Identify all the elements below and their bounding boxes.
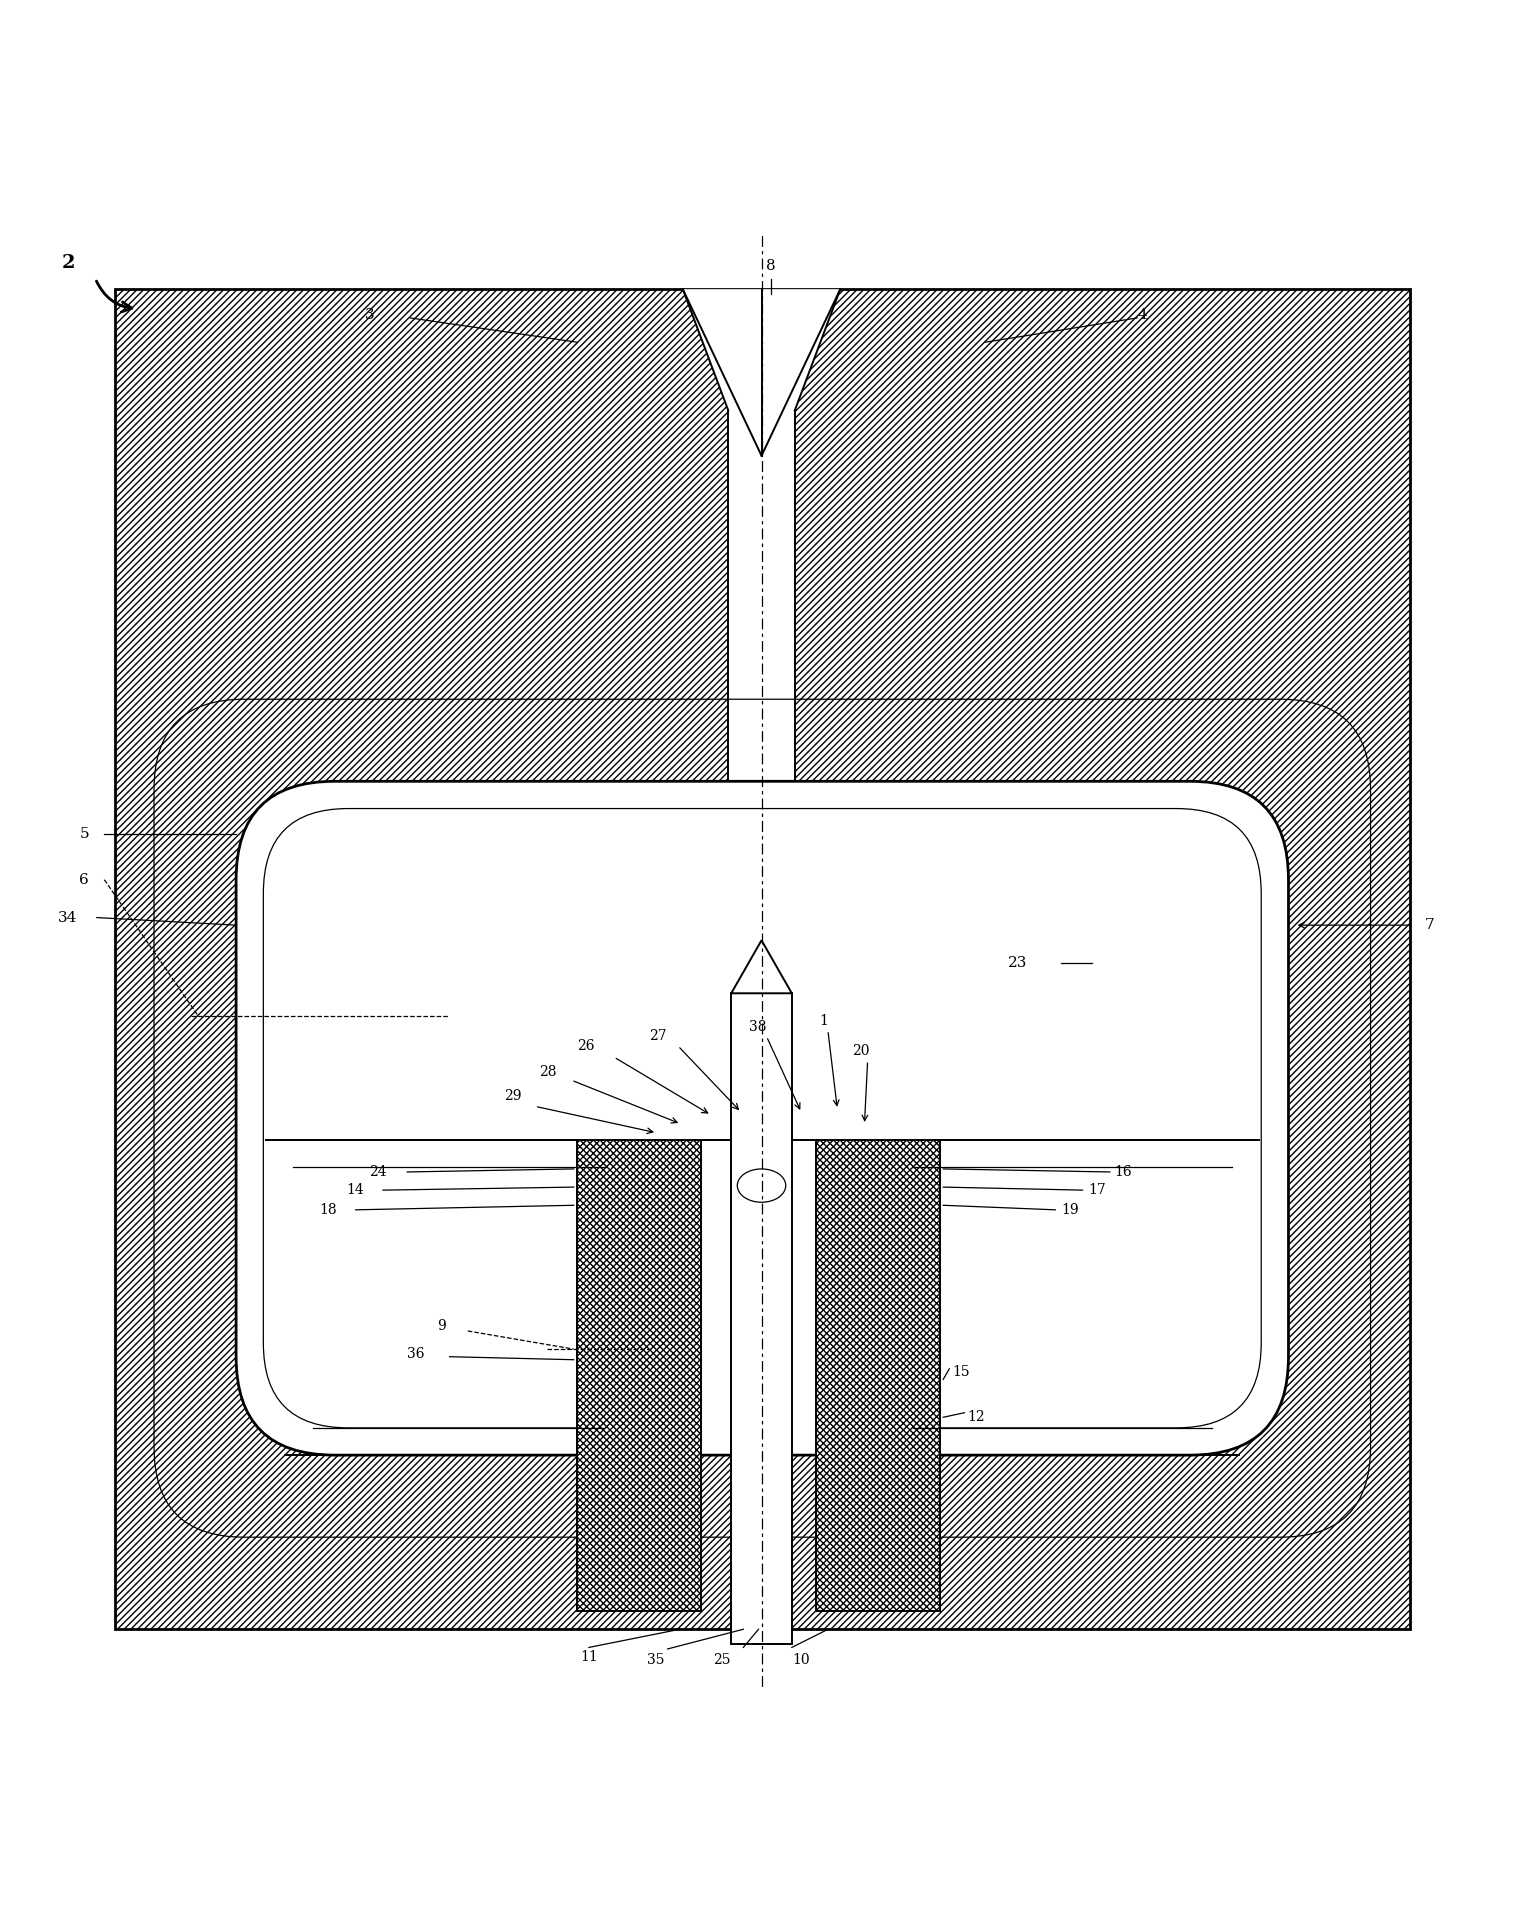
Text: 19: 19 bbox=[1062, 1204, 1079, 1217]
Bar bbox=[576, 1140, 701, 1610]
FancyBboxPatch shape bbox=[237, 782, 1288, 1456]
Text: 23: 23 bbox=[1009, 955, 1027, 971]
Text: 35: 35 bbox=[646, 1653, 664, 1666]
Bar bbox=[115, 289, 1409, 1629]
Text: 16: 16 bbox=[1115, 1165, 1132, 1179]
Polygon shape bbox=[762, 289, 840, 456]
Text: 29: 29 bbox=[504, 1090, 522, 1104]
Text: 9: 9 bbox=[437, 1319, 446, 1333]
Text: 14: 14 bbox=[346, 1183, 364, 1198]
Text: 17: 17 bbox=[1089, 1183, 1106, 1198]
Polygon shape bbox=[683, 289, 762, 456]
Text: 25: 25 bbox=[713, 1653, 731, 1666]
Text: 3: 3 bbox=[364, 308, 375, 322]
Text: 7: 7 bbox=[1424, 919, 1435, 932]
Polygon shape bbox=[731, 940, 792, 994]
Text: 1: 1 bbox=[819, 1013, 828, 1028]
Text: 4: 4 bbox=[1138, 308, 1147, 322]
Text: 20: 20 bbox=[853, 1044, 869, 1057]
Text: 24: 24 bbox=[369, 1165, 387, 1179]
Text: 6: 6 bbox=[79, 872, 90, 886]
Text: 34: 34 bbox=[58, 911, 77, 924]
Text: 10: 10 bbox=[792, 1653, 810, 1666]
Text: 11: 11 bbox=[579, 1649, 598, 1664]
Text: 2: 2 bbox=[62, 254, 76, 272]
Text: 28: 28 bbox=[539, 1065, 557, 1079]
Bar bbox=[816, 1140, 941, 1610]
Text: 5: 5 bbox=[79, 828, 90, 842]
Bar bbox=[731, 994, 792, 1645]
Text: 8: 8 bbox=[766, 260, 775, 273]
Text: 36: 36 bbox=[407, 1346, 425, 1360]
Text: 38: 38 bbox=[749, 1019, 768, 1034]
Text: 27: 27 bbox=[649, 1028, 667, 1042]
Text: 12: 12 bbox=[968, 1410, 985, 1423]
Text: 15: 15 bbox=[953, 1366, 969, 1379]
Text: 26: 26 bbox=[576, 1040, 595, 1054]
Text: 18: 18 bbox=[320, 1204, 337, 1217]
Bar bbox=[576, 1140, 941, 1441]
Polygon shape bbox=[683, 289, 840, 782]
